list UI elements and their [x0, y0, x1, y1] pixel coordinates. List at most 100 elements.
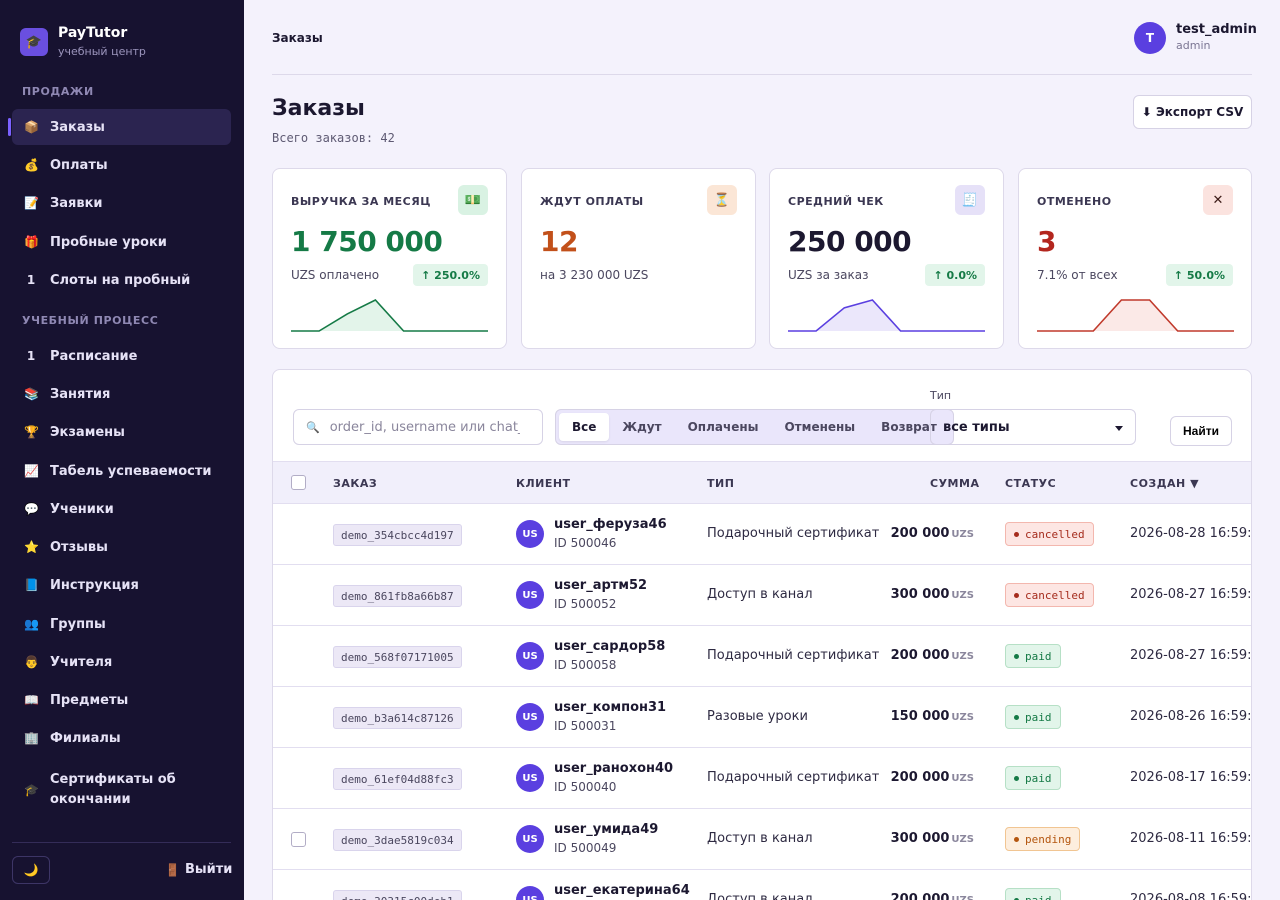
user-menu[interactable]: T test_admin admin: [1134, 22, 1257, 54]
column-client[interactable]: КЛИЕНТ: [516, 477, 571, 490]
order-id[interactable]: demo_354cbcc4d197: [333, 524, 462, 546]
tab-waiting[interactable]: Ждут: [622, 420, 662, 434]
tab-all[interactable]: Все: [559, 413, 610, 441]
receipt-icon: 🧾: [955, 185, 985, 215]
sidebar-item[interactable]: 🎓 Сертификаты об окончании: [12, 768, 231, 812]
table-row[interactable]: demo_861fb8a66b87 US user_артм52 ID 500052 Д…: [273, 565, 1252, 626]
avatar: US: [516, 886, 544, 900]
client-username[interactable]: user_умида49: [554, 822, 659, 837]
client-username[interactable]: user_екатерина64: [554, 883, 690, 898]
table-row[interactable]: demo_30315c00deb1USuser_екатерина64ID 50…: [273, 870, 1252, 900]
sidebar-item[interactable]: ⭐ Отзывы: [12, 529, 231, 565]
trend-badge: ↑ 50.0%: [1165, 264, 1233, 286]
column-created[interactable]: СОЗДАН ▼: [1130, 477, 1200, 490]
section-label-sales: ПРОДАЖИ: [22, 85, 94, 98]
tab-refund[interactable]: Возврат: [881, 420, 937, 434]
avatar: T: [1134, 22, 1166, 54]
order-id[interactable]: demo_3dae5819c034: [333, 829, 462, 851]
sidebar-item[interactable]: 1 Слоты на пробный: [12, 262, 231, 298]
client-id: ID 500052: [554, 597, 617, 611]
sidebar-item[interactable]: 📝 Заявки: [12, 185, 231, 221]
column-amount[interactable]: СУММА: [930, 477, 980, 490]
type-select[interactable]: все типы: [930, 409, 1136, 445]
sidebar-item[interactable]: 👥 Группы: [12, 606, 231, 642]
sidebar-item-label: Филиалы: [50, 730, 121, 746]
order-id[interactable]: demo_61ef04d88fc3: [333, 768, 462, 790]
created-date: 2026-08-28 16:59:59: [1130, 526, 1252, 541]
client-username[interactable]: user_артм52: [554, 578, 648, 593]
trend-badge: ↑ 0.0%: [925, 264, 985, 286]
theme-toggle-button[interactable]: 🌙: [12, 856, 50, 884]
table-row[interactable]: demo_568f07171005 US user_сардор58 ID 50005…: [273, 626, 1251, 687]
user-role: admin: [1176, 39, 1211, 52]
sidebar-item[interactable]: 📘 Инструкция: [12, 567, 231, 603]
search-box[interactable]: 🔍: [293, 409, 543, 445]
order-id[interactable]: demo_861fb8a66b87: [333, 585, 462, 607]
find-button[interactable]: Найти: [1170, 416, 1232, 446]
sidebar-item[interactable]: 📖 Предметы: [12, 682, 231, 718]
order-id[interactable]: demo_30315c00deb1: [333, 890, 462, 900]
order-id[interactable]: demo_b3a614c87126: [333, 707, 462, 729]
sidebar-item[interactable]: 📦 Заказы: [8, 109, 231, 145]
sidebar-item-label: Сертификаты об окончании: [50, 772, 176, 807]
stat-label: ВЫРУЧКА ЗА МЕСЯЦ: [291, 195, 431, 208]
sidebar-item[interactable]: 💰 Оплаты: [12, 147, 231, 183]
user-name: test_admin: [1176, 22, 1257, 37]
sidebar-item[interactable]: 1 Расписание: [12, 338, 231, 374]
nav-icon: 📝: [24, 196, 39, 210]
status-text: paid: [1025, 771, 1052, 785]
sidebar-item-label: Ученики: [50, 501, 114, 517]
client-username[interactable]: user_компон31: [554, 700, 667, 715]
row-checkbox[interactable]: [291, 832, 306, 847]
sidebar-item[interactable]: 💬 Ученики: [12, 491, 231, 527]
amount-currency: UZS: [951, 895, 974, 900]
created-date: 2026-08-26 16:59:59: [1130, 709, 1252, 724]
tab-paid[interactable]: Оплачены: [687, 420, 759, 434]
sidebar-item[interactable]: 🎁 Пробные уроки: [12, 224, 231, 260]
type-select-value: все типы: [943, 419, 1010, 435]
nav-icon: 📈: [24, 464, 39, 478]
status-badge: cancelled: [1005, 583, 1094, 607]
export-csv-button[interactable]: ⬇ Экспорт CSV: [1133, 95, 1252, 129]
sidebar-item-label: Пробные уроки: [50, 234, 167, 250]
amount-currency: UZS: [951, 590, 974, 601]
created-date: 2026-08-27 16:59:59: [1130, 587, 1252, 602]
sidebar-item[interactable]: 📈 Табель успеваемости: [12, 453, 231, 489]
stat-label: ОТМЕНЕНО: [1037, 195, 1112, 208]
order-type: Доступ в канал: [707, 892, 813, 900]
client-username[interactable]: user_сардор58: [554, 639, 666, 654]
amount-currency: UZS: [951, 529, 974, 540]
sidebar-divider: [12, 842, 231, 843]
sidebar-item[interactable]: 👨 Учителя: [12, 644, 231, 680]
table-row[interactable]: demo_3dae5819c034 US user_умида49 ID 500049…: [273, 809, 1251, 870]
brand[interactable]: 🎓 PayTutor учебный центр: [20, 24, 146, 60]
sparkline-line: [1037, 299, 1234, 332]
amount-currency: UZS: [951, 834, 974, 845]
order-amount: 300 000 UZS: [891, 587, 974, 602]
column-order[interactable]: ЗАКАЗ: [333, 477, 378, 490]
client-username[interactable]: user_ранохон40: [554, 761, 674, 776]
select-all-checkbox[interactable]: [291, 475, 306, 490]
money-icon: 💵: [458, 185, 488, 215]
sidebar-item[interactable]: 🏢 Филиалы: [12, 720, 231, 756]
tab-cancelled[interactable]: Отменены: [784, 420, 856, 434]
table-row[interactable]: demo_b3a614c87126 US user_компон31 ID 50003…: [273, 687, 1252, 748]
client-username[interactable]: user_феруза46: [554, 517, 667, 532]
created-date: 2026-08-08 16:59:59: [1130, 892, 1252, 900]
orders-panel: 🔍 Все Ждут Оплачены Отменены Возврат Тип…: [272, 369, 1252, 900]
sidebar-item[interactable]: 🏆 Экзамены: [12, 414, 231, 450]
order-id[interactable]: demo_568f07171005: [333, 646, 462, 668]
table-row[interactable]: demo_354cbcc4d197 US user_феруза46 ID 50004…: [273, 504, 1252, 565]
column-status[interactable]: СТАТУС: [1005, 477, 1057, 490]
table-row[interactable]: demo_61ef04d88fc3 US user_ранохон40 ID 5000…: [273, 748, 1251, 809]
stat-value: 1 750 000: [291, 225, 443, 258]
amount-value: 200 000: [890, 892, 950, 900]
sidebar-item[interactable]: 📚 Занятия: [12, 376, 231, 412]
search-input[interactable]: [329, 419, 520, 435]
column-type[interactable]: ТИП: [707, 477, 735, 490]
stat-label: СРЕДНИЙ ЧЕК: [788, 195, 884, 208]
logout-button[interactable]: 🚪 Выйти: [165, 862, 232, 877]
stat-card-awaiting: ЖДУТ ОПЛАТЫ ⏳ 12 на 3 230 000 UZS: [521, 168, 756, 349]
